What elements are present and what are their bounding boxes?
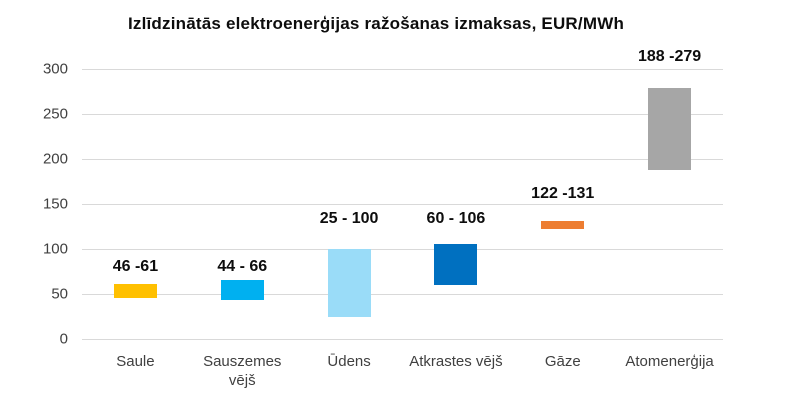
gridline-200 [82,159,723,160]
gridline-300 [82,69,723,70]
data-label: 60 - 106 [426,210,486,227]
y-axis-tick-label: 100 [42,240,68,258]
range-bar-ūdens [328,249,371,317]
chart-title: Izlīdzinātās elektroenerģijas ražošanas … [127,14,625,33]
range-bar-saule [114,284,157,298]
x-axis-category-label: Sauszemes vējš [203,353,282,389]
y-axis-tick-label: 0 [59,330,68,348]
data-label: 25 - 100 [319,210,379,227]
range-bar-atkrastes-vējš [434,244,477,285]
gridline-0 [82,339,723,340]
range-bar-sauszemes-vējš [221,280,264,300]
range-bar-atomenerģija [648,88,691,170]
x-axis-category-label: Saule [116,353,155,370]
gridline-150 [82,204,723,205]
y-axis-tick-label: 200 [42,150,68,168]
y-axis-tick-label: 300 [42,60,68,78]
y-axis-tick-label: 150 [42,195,68,213]
y-axis-tick-label: 50 [51,285,68,303]
range-bar-gāze [541,221,584,229]
data-label: 122 -131 [531,184,595,202]
gridline-250 [82,114,723,115]
data-label: 46 -61 [112,257,159,275]
gridline-100 [82,249,723,250]
gridline-50 [82,294,723,295]
x-axis-category-label: Atomenerģija [625,353,714,370]
x-axis-category-label: Gāze [544,353,581,370]
x-axis-category-label: Atkrastes vējš [409,353,503,370]
data-label: 44 - 66 [217,257,268,275]
data-label: 188 -279 [637,47,702,65]
y-axis-tick-label: 250 [42,105,68,123]
x-axis-category-label: Ūdens [327,353,371,370]
